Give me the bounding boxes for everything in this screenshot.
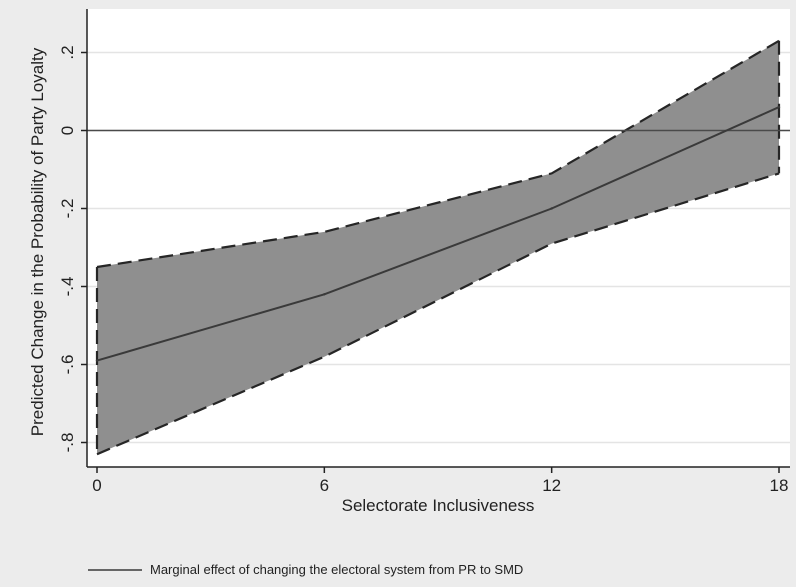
y-axis-title: Predicted Change in the Probability of P…: [28, 47, 47, 436]
series-lines: [95, 105, 781, 362]
x-tick-label-3: 18: [770, 476, 789, 495]
lower-bound-line: [96, 172, 780, 456]
data-point-0-0: [95, 359, 99, 362]
y-tick-label-3: -.2: [58, 199, 77, 219]
axes: 0 6 12 18 -.8 -.6 -.4 -.2 0 .2: [58, 9, 790, 495]
x-tick-label-1: 6: [320, 476, 329, 495]
legend-label: Marginal effect of changing the electora…: [150, 562, 523, 577]
data-point-0-3: [777, 105, 781, 109]
y-tick-label-2: -.4: [58, 277, 77, 297]
data-point-0-2: [550, 207, 553, 210]
x-axis-title: Selectorate Inclusiveness: [342, 496, 535, 515]
data-point-0-1: [323, 293, 326, 296]
y-tick-label-4: 0: [58, 126, 77, 135]
legend-box: [66, 548, 766, 582]
upper-bound-line: [96, 39, 780, 269]
confidence-band-fill: [97, 40, 779, 455]
series-line-0: [96, 106, 780, 362]
y-tick-label-1: -.6: [58, 355, 77, 375]
y-tick-label-5: .2: [58, 45, 77, 59]
x-tick-label-0: 0: [92, 476, 101, 495]
x-tick-label-2: 12: [542, 476, 561, 495]
y-tick-label-0: -.8: [58, 433, 77, 453]
